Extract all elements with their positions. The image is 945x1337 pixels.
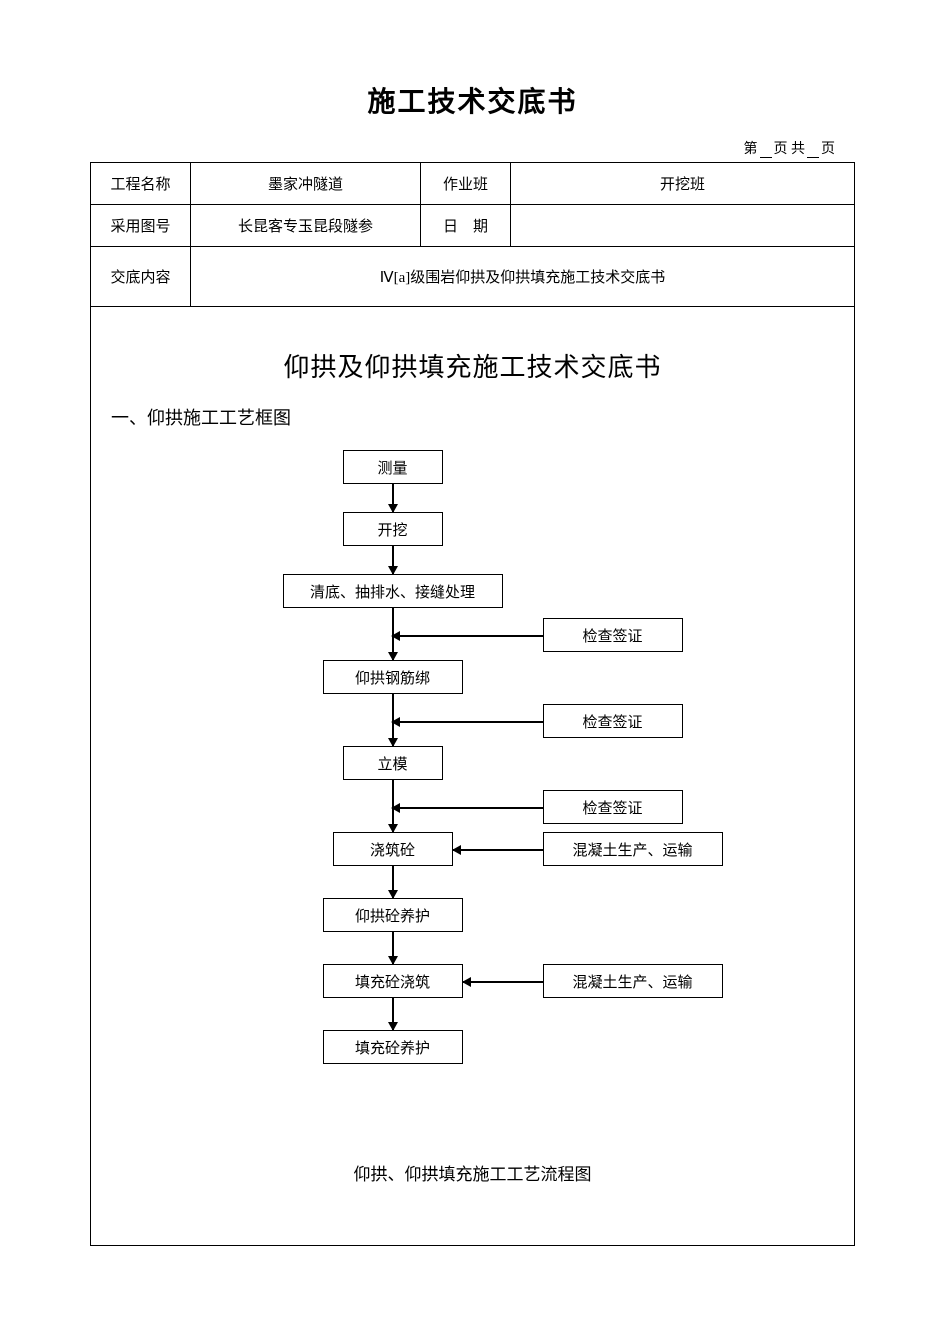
flow-node-n9: 填充砼养护 (323, 1030, 463, 1064)
flow-connector-1 (392, 721, 543, 723)
label-content: 交底内容 (91, 247, 191, 307)
value-content: Ⅳ[a]级围岩仰拱及仰拱填充施工技术交底书 (191, 247, 855, 307)
flow-node-n3: 清底、抽排水、接缝处理 (283, 574, 503, 608)
flow-node-n5: 立模 (343, 746, 443, 780)
flow-arrow-down-6 (392, 932, 394, 964)
value-drawing-no: 长昆客专玉昆段隧参 (191, 205, 421, 247)
flowchart: 测量开挖清底、抽排水、接缝处理仰拱钢筋绑立模浇筑砼仰拱砼养护填充砼浇筑填充砼养护… (163, 450, 783, 1130)
flow-node-n2: 开挖 (343, 512, 443, 546)
label-project-name: 工程名称 (91, 163, 191, 205)
page-suffix: 页 (821, 142, 835, 157)
flow-node-s1: 检查签证 (543, 618, 683, 652)
flowchart-caption: 仰拱、仰拱填充施工工艺流程图 (111, 1160, 834, 1185)
sub-title: 仰拱及仰拱填充施工技术交底书 (111, 347, 834, 384)
flow-connector-4 (463, 981, 543, 983)
table-row: 工程名称 墨家冲隧道 作业班 开挖班 (91, 163, 855, 205)
flow-node-n1: 测量 (343, 450, 443, 484)
flow-node-s5: 混凝土生产、运输 (543, 964, 723, 998)
flow-node-n7: 仰拱砼养护 (323, 898, 463, 932)
main-title: 施工技术交底书 (90, 80, 855, 120)
flow-node-n8: 填充砼浇筑 (323, 964, 463, 998)
value-date (511, 205, 855, 247)
flow-arrow-down-0 (392, 484, 394, 512)
page-current-slot (760, 157, 772, 158)
label-team: 作业班 (421, 163, 511, 205)
page-number-line: 第 页 共页 (90, 138, 855, 158)
page: 施工技术交底书 第 页 共页 工程名称 墨家冲隧道 作业班 开挖班 采用图号 长昆… (0, 0, 945, 1306)
content-area: 仰拱及仰拱填充施工技术交底书 一、仰拱施工工艺框图 测量开挖清底、抽排水、接缝处… (90, 307, 855, 1246)
value-project-name: 墨家冲隧道 (191, 163, 421, 205)
flow-node-s2: 检查签证 (543, 704, 683, 738)
label-drawing-no: 采用图号 (91, 205, 191, 247)
table-row: 采用图号 长昆客专玉昆段隧参 日 期 (91, 205, 855, 247)
flow-arrow-down-7 (392, 998, 394, 1030)
value-team: 开挖班 (511, 163, 855, 205)
flow-connector-0 (392, 635, 543, 637)
page-mid: 页 共 (774, 142, 806, 157)
table-row: 交底内容 Ⅳ[a]级围岩仰拱及仰拱填充施工技术交底书 (91, 247, 855, 307)
flow-node-n4: 仰拱钢筋绑 (323, 660, 463, 694)
flow-arrow-down-5 (392, 866, 394, 898)
label-date: 日 期 (421, 205, 511, 247)
page-total-slot (807, 157, 819, 158)
info-table: 工程名称 墨家冲隧道 作业班 开挖班 采用图号 长昆客专玉昆段隧参 日 期 交底… (90, 162, 855, 307)
flow-connector-2 (392, 807, 543, 809)
flow-node-s3: 检查签证 (543, 790, 683, 824)
flow-node-s4: 混凝土生产、运输 (543, 832, 723, 866)
section-heading-1: 一、仰拱施工工艺框图 (111, 404, 834, 430)
flow-connector-3 (453, 849, 543, 851)
flow-node-n6: 浇筑砼 (333, 832, 453, 866)
flow-arrow-down-1 (392, 546, 394, 574)
page-prefix: 第 (744, 142, 758, 157)
